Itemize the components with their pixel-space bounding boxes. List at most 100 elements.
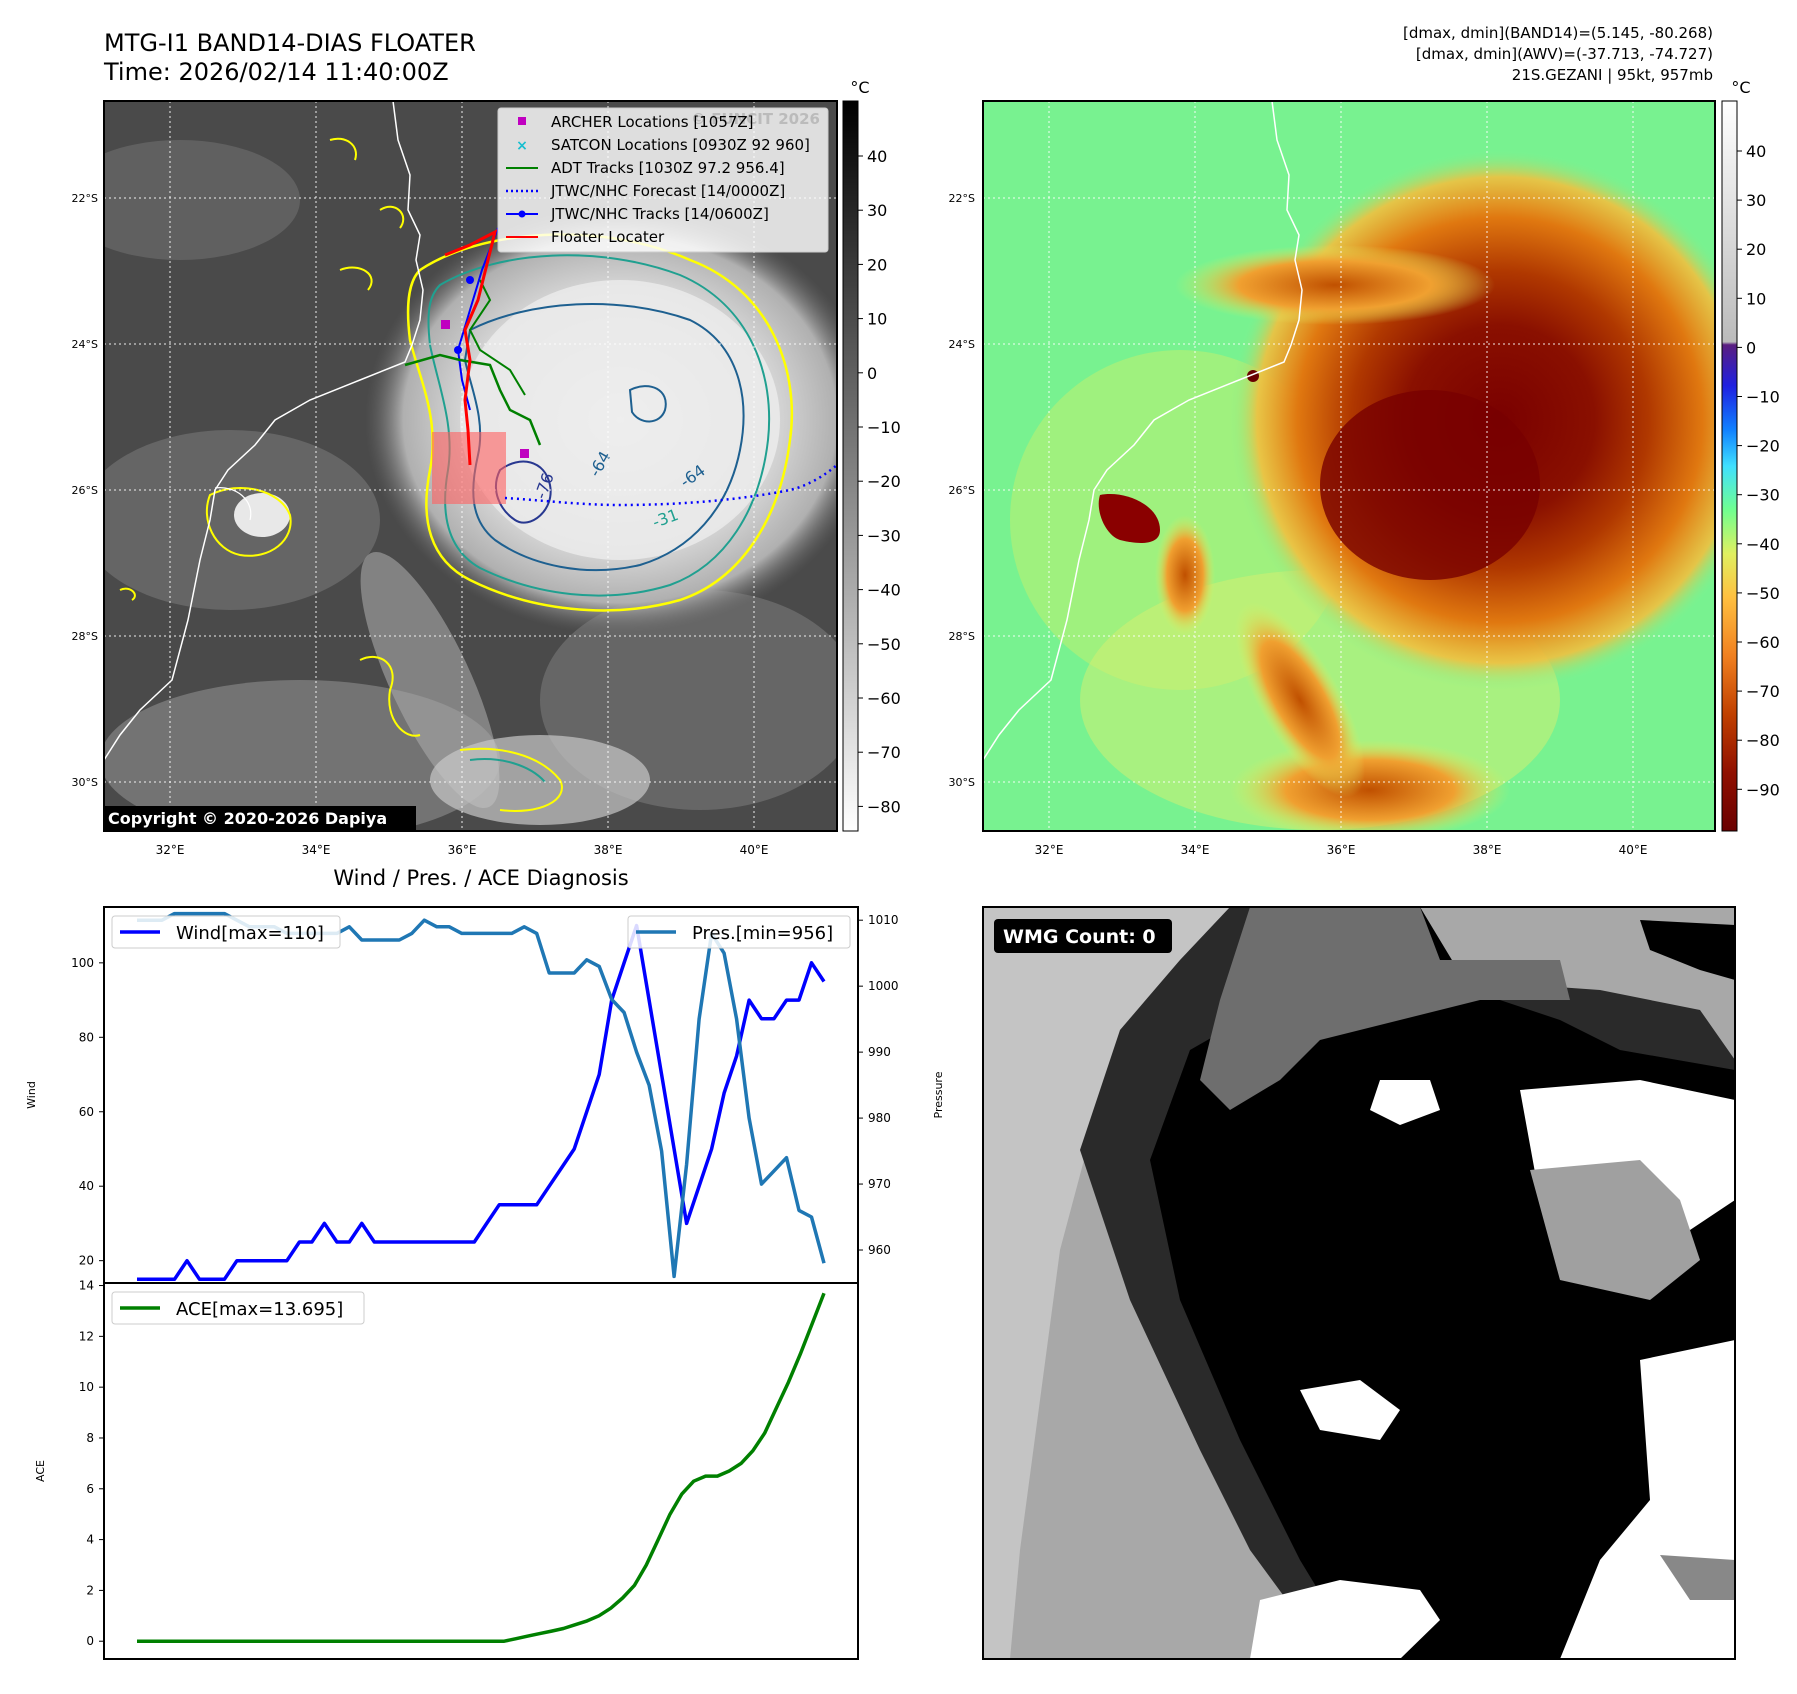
lat-label: 24°S	[949, 338, 975, 351]
axis-tick-label: 970	[868, 1177, 891, 1191]
wmg-count-badge	[994, 919, 1172, 953]
cloud-patch	[104, 140, 300, 260]
colorbar-tick-label: −30	[1746, 486, 1780, 505]
ace-legend: ACE[max=13.695]	[111, 1291, 365, 1325]
wmg-region-black	[1640, 920, 1735, 980]
enhanced-map-panel: 22°S 24°S 26°S 28°S 30°S 32°E 34°E 36°E …	[949, 100, 1716, 857]
wind-axis-label: Wind	[25, 1081, 38, 1109]
ir-map-lat-labels: 22°S 24°S 26°S 28°S 30°S	[72, 192, 98, 789]
contour-inner	[628, 385, 667, 423]
color-colorbar-ticks: 40 30 20 10 0 −10 −20 −30 −40 −50 −60 −70 −80 −90	[1737, 142, 1780, 799]
colorbar-tick-label: 20	[867, 255, 887, 274]
colorbar-tick-label: −90	[1746, 780, 1780, 799]
storm-core	[1320, 390, 1540, 580]
axis-tick-label: 14	[79, 1279, 94, 1293]
rainband	[1155, 515, 1215, 635]
gray-colorbar-ticks: 40 30 20 10 0 −10 −20 −30 −40 −50 −60 −70 −80	[858, 147, 901, 816]
gray-colorbar: °C 40 30 20 10 0 −10 −20 −30 −40 −50 −60 −70 −80	[842, 78, 901, 832]
wind-series-line	[137, 923, 826, 1282]
diag-top-frame	[103, 906, 859, 1284]
info-awv-range: [dmax, dmin](AWV)=(-37.713, -74.727)	[1416, 45, 1713, 63]
pressure-legend-label: Pres.[min=956]	[692, 923, 833, 944]
color-colorbar-bar	[1721, 100, 1738, 832]
colorbar-tick-label: 10	[867, 310, 887, 329]
colorbar-tick-label: 0	[1746, 338, 1756, 357]
axis-tick-label: 4	[86, 1533, 94, 1547]
coastline	[214, 487, 252, 521]
colorbar-tick-label: −80	[1746, 731, 1780, 750]
jtwc-forecast-track	[504, 464, 837, 507]
cloud-patch	[104, 680, 500, 831]
lat-label: 28°S	[72, 630, 98, 643]
rainband	[1175, 245, 1495, 325]
contour-yellow	[339, 266, 373, 291]
enhanced-map-lat-labels: 22°S 24°S 26°S 28°S 30°S	[949, 192, 975, 789]
map-legend: © FUNCIT 2026 ARCHER Locations [1057Z] ×…	[497, 107, 829, 253]
rainband	[1235, 602, 1365, 798]
legend-archer-label: ARCHER Locations [1057Z]	[551, 113, 754, 131]
wmg-frame	[982, 906, 1736, 1660]
wmg-region-light	[983, 907, 1230, 1659]
axis-tick-label: 1000	[868, 979, 899, 993]
colorbar-tick-label: −80	[867, 797, 901, 816]
adt-track	[468, 279, 526, 396]
contour-teal	[469, 758, 546, 783]
diag-bottom-panel: 0 2 4 6 8 10 12 14 ACE ACE[max=13.695]	[34, 1279, 859, 1660]
ir-map-frame	[103, 100, 838, 832]
wmg-region-white	[1370, 1080, 1440, 1125]
enhanced-map-frame	[982, 100, 1716, 832]
wmg-region-gray	[1660, 1555, 1735, 1600]
archer-marker	[441, 320, 450, 329]
gray-colorbar-bar	[842, 100, 859, 832]
lon-label: 40°E	[1619, 843, 1648, 857]
colorbar-tick-label: −50	[1746, 584, 1780, 603]
diag-top-panel: 20 40 60 80 100 960 970 980 990 1000 1010 Wind Pr…	[25, 906, 945, 1284]
axis-tick-label: 8	[86, 1431, 94, 1445]
wmg-panel: WMG Count: 0	[982, 906, 1736, 1660]
wind-legend: Wind[max=110]	[111, 915, 341, 949]
lon-label: 36°E	[448, 843, 477, 857]
lon-label: 38°E	[1473, 843, 1502, 857]
lon-label: 32°E	[1035, 843, 1064, 857]
info-storm: 21S.GEZANI | 95kt, 957mb	[1512, 66, 1713, 84]
lon-label: 34°E	[302, 843, 331, 857]
adt-track	[404, 353, 542, 446]
legend-floater-label: Floater Locater	[551, 228, 665, 246]
diag-title: Wind / Pres. / ACE Diagnosis	[333, 866, 628, 890]
wmg-count-label: WMG Count: 0	[1003, 926, 1156, 948]
colorbar-tick-label: −10	[867, 418, 901, 437]
ace-axis-label: ACE	[34, 1460, 47, 1482]
colorbar-tick-label: −20	[1746, 437, 1780, 456]
ir-map-panel: -64 -64 -76 -31	[72, 100, 838, 857]
coastline	[983, 101, 1303, 761]
colorbar-tick-label: −40	[1746, 535, 1780, 554]
copyright-bg	[104, 806, 416, 831]
diag-bottom-frame	[103, 1282, 859, 1660]
axis-tick-label: 0	[86, 1634, 94, 1648]
lon-label: 40°E	[740, 843, 769, 857]
coastline	[104, 101, 424, 761]
wind-legend-label: Wind[max=110]	[176, 923, 324, 944]
colorbar-tick-label: 10	[1746, 289, 1766, 308]
floater-locater-track	[444, 229, 498, 466]
lat-label: 30°S	[949, 776, 975, 789]
legend-box	[497, 107, 829, 253]
wind-axis-ticks: 20 40 60 80 100	[71, 956, 104, 1268]
cloud-patch	[104, 430, 380, 610]
contour-yellow	[119, 587, 136, 601]
lat-label: 26°S	[72, 484, 98, 497]
enhanced-map-lon-labels: 32°E 34°E 36°E 38°E 40°E	[1035, 843, 1648, 857]
lat-label: 30°S	[72, 776, 98, 789]
lon-label: 36°E	[1327, 843, 1356, 857]
axis-tick-label: 100	[71, 956, 94, 970]
colorbar-tick-label: 30	[867, 201, 887, 220]
colorbar-tick-label: −70	[867, 743, 901, 762]
rainband	[360, 551, 500, 809]
legend-adt-label: ADT Tracks [1030Z 97.2 956.4]	[551, 159, 785, 177]
axis-tick-label: 12	[79, 1329, 94, 1343]
legend-jtwc-marker	[518, 210, 526, 218]
legend-forecast-label: JTWC/NHC Forecast [14/0000Z]	[550, 182, 785, 200]
figure-title: MTG-I1 BAND14-DIAS FLOATER	[104, 29, 476, 57]
axis-tick-label: 10	[79, 1380, 94, 1394]
